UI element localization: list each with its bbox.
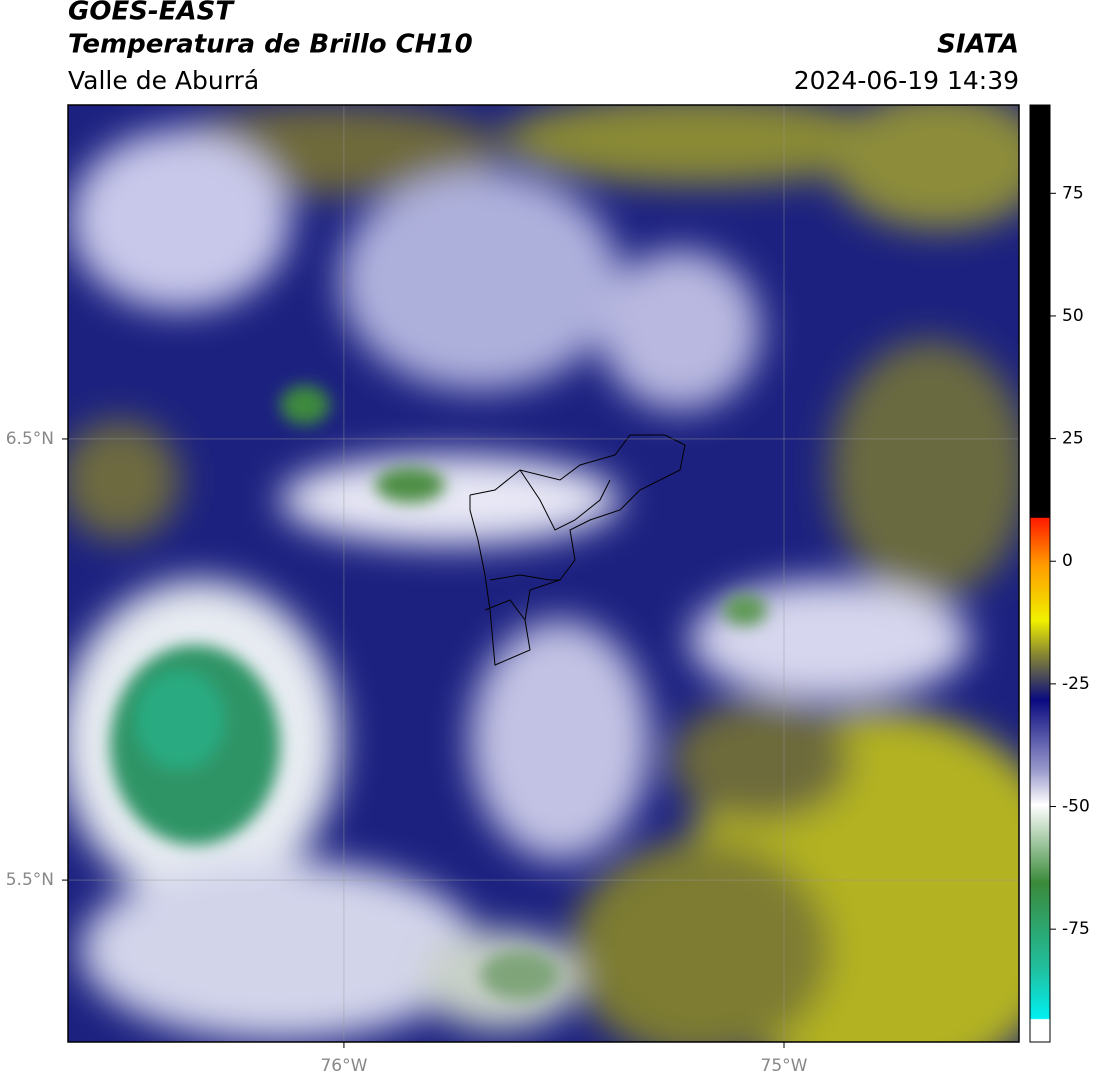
y-tick-label: 5.5°N: [6, 870, 54, 890]
subtitle: Temperatura de Brillo CH10: [68, 30, 473, 60]
source: SIATA: [937, 30, 1019, 60]
colorbar-tick-label: -50: [1062, 797, 1090, 817]
colorbar-tick-label: -25: [1062, 674, 1090, 694]
title: GOES-EAST: [68, 0, 235, 27]
x-tick-label: 76°W: [320, 1056, 367, 1076]
map-frame: [67, 104, 1020, 1043]
colorbar: [1029, 104, 1051, 1043]
map-image: [68, 105, 1019, 1042]
colorbar-tick-label: 25: [1062, 429, 1084, 449]
colorbar-tick-label: 0: [1062, 551, 1073, 571]
colorbar-tick-label: -75: [1062, 919, 1090, 939]
region: Valle de Aburrá: [68, 66, 259, 95]
valley-boundary: [469, 434, 686, 666]
colorbar-tick-label: 75: [1062, 183, 1084, 203]
colorbar-tick-label: 50: [1062, 306, 1084, 326]
y-tick-label: 6.5°N: [6, 429, 54, 449]
datetime: 2024-06-19 14:39: [794, 66, 1019, 95]
x-tick-label: 75°W: [761, 1056, 808, 1076]
